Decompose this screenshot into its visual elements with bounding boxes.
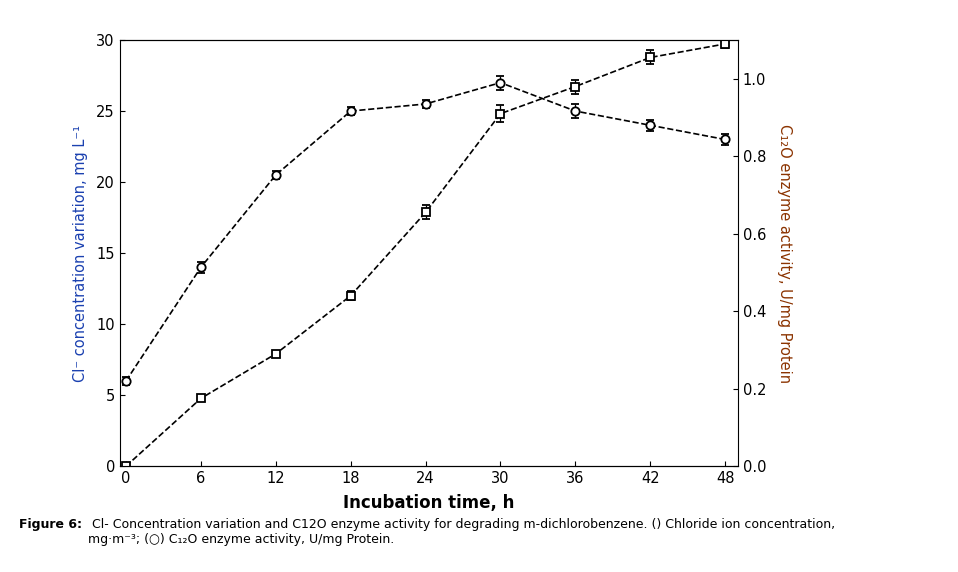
Text: Figure 6:: Figure 6: xyxy=(19,518,82,531)
Y-axis label: Cl⁻ concentration variation, mg L⁻¹: Cl⁻ concentration variation, mg L⁻¹ xyxy=(73,125,88,382)
Y-axis label: C₁₂O enzyme activity, U/mg Protein: C₁₂O enzyme activity, U/mg Protein xyxy=(777,124,792,383)
Text: Cl- Concentration variation and C12O enzyme activity for degrading m-dichloroben: Cl- Concentration variation and C12O enz… xyxy=(88,518,835,546)
X-axis label: Incubation time, h: Incubation time, h xyxy=(343,494,514,513)
